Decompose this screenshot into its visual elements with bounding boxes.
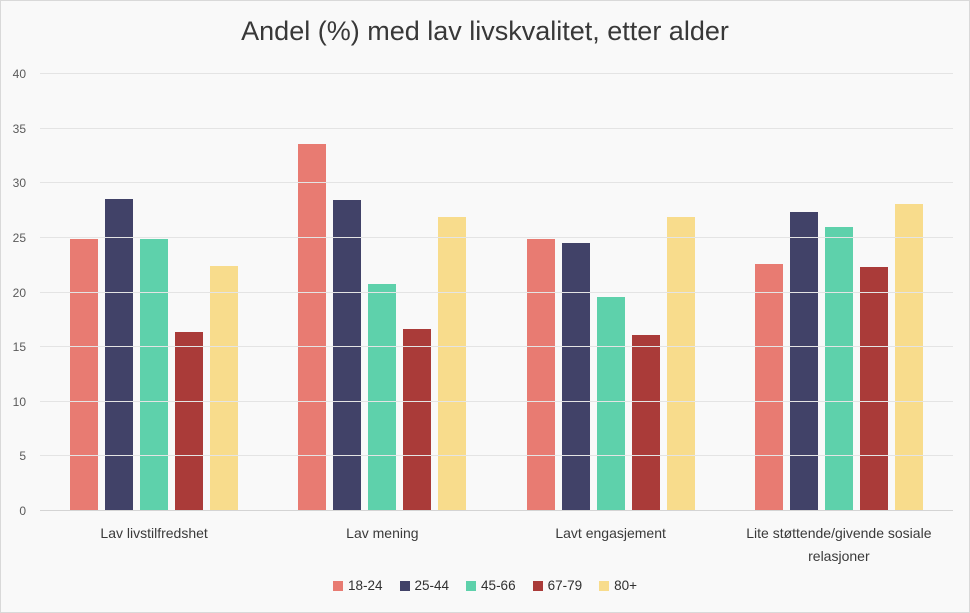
gridline-y-30 [40,182,953,184]
bar-67-79-3 [631,335,660,511]
gridline-y-25 [40,236,953,238]
x-axis-label-1: Lav livstilfredshet [100,525,208,541]
y-axis-tick-10: 10 [12,394,26,409]
gridline-y-0 [40,510,953,511]
legend-swatch-icon [599,580,610,591]
legend-item-67-79: 67-79 [532,578,583,593]
gridline-y-10 [40,400,953,402]
y-axis-tick-0: 0 [19,504,26,518]
gridline-y-35 [40,127,953,129]
legend-item-25-44: 25-44 [399,578,450,593]
gridline-y-40 [40,73,953,74]
legend-item-45-66: 45-66 [466,578,516,593]
bar-group-1 [40,74,268,511]
bar-18-24-3 [526,238,555,511]
bar-80+-3 [666,217,695,511]
bar-67-79-1 [175,331,204,511]
y-axis-tick-40: 40 [12,67,26,81]
bar-45-66-2 [368,283,397,511]
bar-45-66-1 [140,238,169,511]
bar-group-3 [497,74,725,511]
legend-label: 80+ [614,578,638,593]
x-axis-label-2: Lav mening [346,525,419,541]
legend-label: 45-66 [481,578,516,593]
bar-18-24-1 [70,238,99,511]
bar-group-4 [725,74,953,511]
bar-67-79-4 [859,267,888,511]
y-axis-tick-5: 5 [19,449,26,464]
x-axis-labels: Lav livstilfredshet Lav mening Lavt engasj… [40,522,953,568]
bar-45-66-4 [824,226,853,511]
y-axis-tick-15: 15 [12,340,26,355]
x-axis-label-3: Lavt engasjement [555,525,666,541]
gridline-y-15 [40,346,953,348]
y-axis-tick-35: 35 [12,121,26,136]
y-axis-tick-30: 30 [12,176,26,191]
bar-25-44-4 [789,211,818,511]
bar-group-2 [268,74,496,511]
bar-45-66-3 [596,296,625,511]
bar-25-44-3 [561,243,590,511]
x-axis-label-4: Lite støttende/givende sosiale relasjone… [746,525,932,564]
legend-swatch-icon [399,580,410,591]
bar-25-44-1 [105,198,134,511]
bar-67-79-2 [403,328,432,511]
bar-25-44-2 [333,199,362,511]
gridline-y-20 [40,291,953,293]
y-axis-tick-25: 25 [12,230,26,245]
legend-swatch-icon [466,580,477,591]
bar-80+-1 [210,266,239,511]
legend-swatch-icon [332,580,343,591]
legend: 18-24 25-44 45-66 67-79 80+ [1,578,969,593]
chart-title: Andel (%) med lav livskvalitet, etter al… [241,16,729,46]
plot-area: 0 5 10 15 20 25 30 35 40 [13,67,953,518]
legend-item-80+: 80+ [599,578,637,593]
legend-label: 18-24 [347,578,383,593]
bar-80+-4 [894,204,923,511]
legend-label: 67-79 [547,578,583,593]
legend-swatch-icon [532,580,543,591]
legend-item-18-24: 18-24 [332,578,383,593]
y-axis-tick-20: 20 [12,285,26,300]
bar-80+-2 [438,217,467,511]
gridline-y-5 [40,455,953,457]
bar-18-24-2 [298,143,327,511]
legend-label: 25-44 [414,578,450,593]
bar-18-24-4 [754,264,783,511]
bar-groups [40,74,953,511]
